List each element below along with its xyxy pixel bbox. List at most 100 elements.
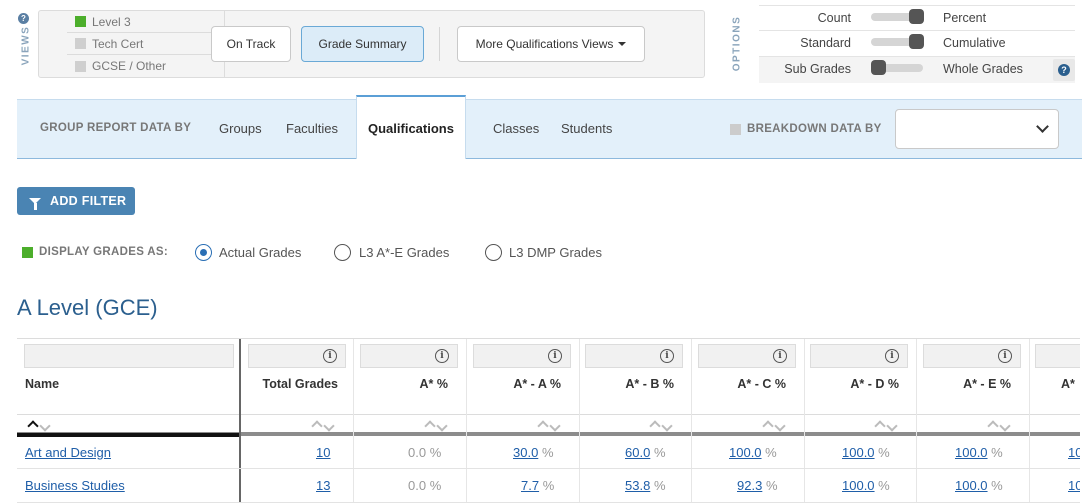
level-item-gcse-other[interactable]: GCSE / Other: [67, 55, 224, 77]
tab-qualifications[interactable]: Qualifications: [356, 95, 466, 159]
table-cell-a-star-d[interactable]: 100.0 %: [842, 445, 890, 460]
info-icon[interactable]: i: [548, 349, 562, 363]
sort-descending-icon[interactable]: [774, 420, 786, 432]
cell-value[interactable]: 92.3: [737, 478, 763, 493]
cell-value[interactable]: 7.7: [521, 478, 540, 493]
total-grades-link[interactable]: 13: [316, 478, 331, 493]
filter-input-a-star-partial[interactable]: [1035, 344, 1080, 368]
sort-controls-a-star-c[interactable]: [762, 416, 786, 432]
tab-faculties[interactable]: Faculties: [286, 121, 339, 136]
table-row-name[interactable]: Art and Design: [25, 445, 111, 460]
cell-value[interactable]: 10: [1068, 445, 1080, 460]
cell-value[interactable]: 100.0: [729, 445, 762, 460]
add-filter-button[interactable]: ADD FILTER: [17, 187, 135, 215]
filter-input-total-grades[interactable]: [248, 344, 346, 368]
table-cell-partial[interactable]: 10: [1068, 445, 1080, 460]
table-cell-a-star-a[interactable]: 30.0 %: [513, 445, 554, 460]
table-cell-a-star-e[interactable]: 100.0 %: [955, 445, 1003, 460]
column-header-total-grades[interactable]: Total Grades: [262, 377, 338, 391]
column-header-a-star-d[interactable]: A* - D %: [850, 377, 899, 391]
toggle-knob[interactable]: [909, 34, 924, 49]
breakdown-select[interactable]: [895, 109, 1059, 149]
sort-controls-a-star-b[interactable]: [649, 416, 673, 432]
sort-descending-icon[interactable]: [999, 420, 1011, 432]
table-cell-a-star-b[interactable]: 60.0 %: [625, 445, 666, 460]
info-icon[interactable]: i: [998, 349, 1012, 363]
filter-input-name[interactable]: [24, 344, 234, 368]
sort-descending-icon[interactable]: [661, 420, 673, 432]
sort-ascending-icon[interactable]: [537, 420, 549, 432]
qualification-link[interactable]: Business Studies: [25, 478, 125, 493]
sort-descending-icon[interactable]: [549, 420, 561, 432]
cell-value[interactable]: 30.0: [513, 445, 539, 460]
sort-ascending-icon[interactable]: [27, 420, 39, 432]
cell-value[interactable]: 100.0: [955, 478, 988, 493]
cell-value[interactable]: 60.0: [625, 445, 651, 460]
column-header-a-star[interactable]: A* %: [419, 377, 448, 391]
sort-ascending-icon[interactable]: [649, 420, 661, 432]
table-row-name[interactable]: Business Studies: [25, 478, 125, 493]
tab-classes[interactable]: Classes: [493, 121, 540, 136]
table-cell-a-star-e[interactable]: 100.0 %: [955, 478, 1003, 493]
sort-descending-icon[interactable]: [323, 420, 335, 432]
toggle-knob[interactable]: [909, 9, 924, 24]
level-item-tech-cert[interactable]: Tech Cert: [67, 33, 224, 55]
qualification-link[interactable]: Art and Design: [25, 445, 111, 460]
sort-controls-a-star-d[interactable]: [874, 416, 898, 432]
column-header-a-star-partial[interactable]: A*: [1061, 377, 1075, 391]
sort-ascending-icon[interactable]: [762, 420, 774, 432]
standard-cumulative-toggle[interactable]: [871, 34, 924, 49]
sort-ascending-icon[interactable]: [987, 420, 999, 432]
filter-input-a-star-e[interactable]: [923, 344, 1021, 368]
column-header-a-star-e[interactable]: A* - E %: [963, 377, 1011, 391]
table-cell-total[interactable]: 10: [316, 445, 330, 460]
radio-l3-dmp-grades[interactable]: [485, 244, 502, 261]
count-percent-toggle[interactable]: [871, 9, 924, 24]
radio-label-actual-grades[interactable]: Actual Grades: [219, 245, 302, 260]
table-cell-a-star-a[interactable]: 7.7 %: [521, 478, 554, 493]
views-help-icon[interactable]: ?: [18, 13, 29, 24]
radio-label-l3-dmp-grades[interactable]: L3 DMP Grades: [509, 245, 602, 260]
sort-ascending-icon[interactable]: [311, 420, 323, 432]
on-track-button[interactable]: On Track: [211, 26, 291, 62]
sort-controls-a-star[interactable]: [424, 416, 448, 432]
tab-groups[interactable]: Groups: [219, 121, 262, 136]
column-header-a-star-c[interactable]: A* - C %: [737, 377, 786, 391]
radio-label-l3-a-e-grades[interactable]: L3 A*-E Grades: [359, 245, 450, 260]
total-grades-link[interactable]: 10: [316, 445, 331, 460]
info-icon[interactable]: i: [435, 349, 449, 363]
more-views-dropdown[interactable]: More Qualifications Views: [457, 26, 645, 62]
table-cell-total[interactable]: 13: [316, 478, 330, 493]
sort-descending-icon[interactable]: [436, 420, 448, 432]
sort-ascending-icon[interactable]: [424, 420, 436, 432]
grade-summary-button[interactable]: Grade Summary: [301, 26, 424, 62]
info-icon[interactable]: i: [660, 349, 674, 363]
options-help-button[interactable]: ?: [1053, 59, 1075, 81]
cell-value[interactable]: 53.8: [625, 478, 651, 493]
sort-controls-a-star-e[interactable]: [987, 416, 1011, 432]
sort-controls-a-star-a[interactable]: [537, 416, 561, 432]
sort-descending-icon[interactable]: [886, 420, 898, 432]
table-cell-a-star-d[interactable]: 100.0 %: [842, 478, 890, 493]
sort-descending-icon[interactable]: [39, 420, 51, 432]
column-header-a-star-b[interactable]: A* - B %: [625, 377, 674, 391]
cell-value[interactable]: 100.0: [955, 445, 988, 460]
radio-l3-a-e-grades[interactable]: [334, 244, 351, 261]
cell-value[interactable]: 100.0: [842, 478, 875, 493]
breakdown-checkbox[interactable]: [730, 124, 741, 135]
sort-controls-total-grades[interactable]: [311, 416, 335, 432]
level-item-level-3[interactable]: Level 3: [67, 11, 224, 33]
table-cell-partial[interactable]: 10: [1068, 478, 1080, 493]
cell-value[interactable]: 10: [1068, 478, 1080, 493]
table-cell-a-star-b[interactable]: 53.8 %: [625, 478, 666, 493]
info-icon[interactable]: i: [885, 349, 899, 363]
column-header-name[interactable]: Name: [25, 377, 60, 391]
cell-value[interactable]: 100.0: [842, 445, 875, 460]
tab-students[interactable]: Students: [561, 121, 613, 136]
table-cell-a-star-c[interactable]: 100.0 %: [729, 445, 777, 460]
sort-controls-name[interactable]: [27, 416, 51, 432]
info-icon[interactable]: i: [323, 349, 337, 363]
sort-ascending-icon[interactable]: [874, 420, 886, 432]
table-cell-a-star-c[interactable]: 92.3 %: [737, 478, 778, 493]
column-header-a-star-a[interactable]: A* - A %: [513, 377, 561, 391]
